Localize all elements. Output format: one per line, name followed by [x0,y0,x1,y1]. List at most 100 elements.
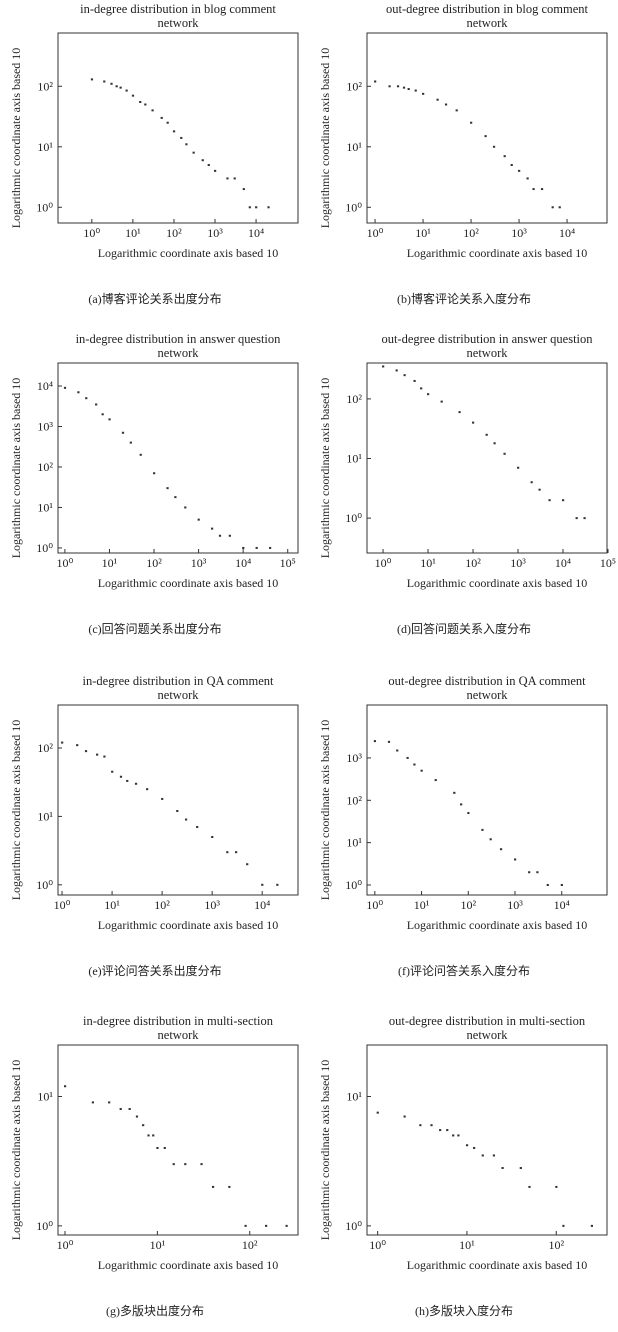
x-tick-label: 10⁰ [369,1238,386,1252]
data-point [583,517,586,520]
y-axis-label: Logarithmic coordinate axis based 10 [318,378,332,559]
data-point [119,775,123,778]
data-point [430,1124,433,1127]
data-point [528,871,531,874]
data-point [172,130,176,133]
data-point [499,848,503,851]
chart-panel: in-degree distribution in multi-section … [9,1014,299,1318]
plot-frame [57,362,299,554]
y-axis-label: Logarithmic coordinate axis based 10 [9,48,23,229]
x-axis-label: Logarithmic coordinate axis based 10 [407,918,588,932]
data-point [373,740,377,743]
chart-panel: in-degree distribution in QA comment net… [9,674,299,978]
y-tick-label: 10¹ [37,809,53,823]
data-point [261,883,264,886]
data-point [211,1185,215,1188]
data-point [276,883,279,886]
data-point [492,1154,496,1157]
data-point [493,442,496,445]
data-point [406,756,409,759]
data-point [444,103,448,106]
data-point [551,206,554,209]
data-point [436,98,439,101]
data-point [95,403,98,406]
data-point [268,546,272,549]
x-axis-label: Logarithmic coordinate axis based 10 [98,918,279,932]
data-point [396,749,399,752]
x-tick-label: 10¹ [150,1238,166,1252]
data-point [458,411,461,414]
data-point [242,188,245,191]
data-point [514,858,517,861]
x-axis-label: Logarithmic coordinate axis based 10 [98,576,279,590]
data-point [226,851,229,854]
x-tick-label: 10⁴ [559,226,575,240]
chart-panel: in-degree distribution in answer questio… [9,332,299,636]
data-point [265,1224,268,1227]
x-tick-label: 10⁴ [248,226,264,240]
caption: (d)回答问题关系入度分布 [397,621,531,636]
chart-title: in-degree distribution in answer questio… [75,332,281,360]
data-point [503,452,506,455]
data-point [387,740,391,743]
data-point [532,188,535,191]
x-tick-label: 10² [548,1238,564,1252]
data-point [440,400,443,403]
data-point [147,1134,150,1137]
data-point [422,92,425,95]
data-point [419,1124,422,1127]
x-tick-label: 10⁰ [57,1238,74,1252]
data-point [248,206,251,209]
data-point [139,453,142,456]
data-point [228,534,231,537]
plot-frame [57,32,299,224]
y-tick-label: 10⁴ [37,379,53,393]
data-point [538,488,541,491]
data-point [160,116,163,119]
data-point [403,374,406,377]
data-point [184,506,187,509]
y-axis-label: Logarithmic coordinate axis based 10 [9,1060,23,1241]
data-point [218,534,222,537]
data-point [489,838,492,841]
y-tick-label: 10⁰ [345,878,362,892]
plot-frame [57,1044,299,1236]
data-point [510,164,513,167]
data-point [101,413,104,416]
data-point [84,750,88,753]
x-axis-label: Logarithmic coordinate axis based 10 [407,1258,588,1272]
data-point [235,851,238,854]
data-point [528,1185,531,1188]
x-tick-label: 10³ [511,226,527,240]
data-point [180,136,183,139]
chart-title: in-degree distribution in QA comment net… [82,674,274,702]
data-point [214,169,217,172]
x-tick-label: 10¹ [420,556,436,570]
x-tick-label: 10¹ [414,898,430,912]
data-point [434,779,437,782]
data-point [590,1224,593,1227]
x-tick-label: 10³ [507,898,523,912]
data-point [472,421,475,424]
plot-frame [366,32,608,224]
x-tick-label: 10² [166,226,182,240]
x-tick-label: 10⁴ [555,556,571,570]
data-point [455,109,458,112]
caption: (f)评论问答关系入度分布 [398,963,530,978]
y-axis-label: Logarithmic coordinate axis based 10 [318,1060,332,1241]
data-point [548,499,551,502]
y-tick-label: 10¹ [346,452,362,466]
data-point [465,1144,469,1147]
chart-panel: out-degree distribution in QA comment ne… [318,674,608,978]
data-point [166,487,169,490]
data-point [285,1224,288,1227]
y-tick-label: 10¹ [346,836,362,850]
x-tick-label: 10⁰ [83,226,100,240]
y-tick-label: 10¹ [37,500,53,514]
data-point [91,1101,95,1104]
data-point [242,546,245,549]
data-point [439,1129,442,1132]
plot-frame [366,362,608,554]
chart-title-box: in-degree distribution in blog comment n… [80,2,276,30]
data-point [575,517,578,520]
